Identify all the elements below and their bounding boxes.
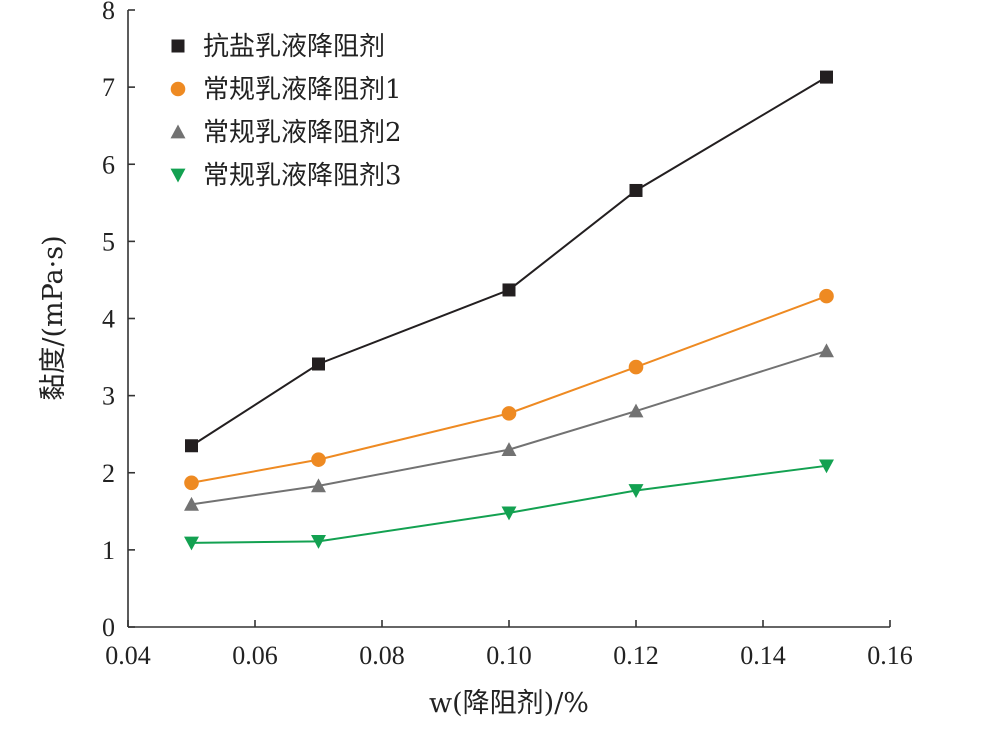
y-tick-label: 0 bbox=[102, 613, 115, 642]
legend-item: 常规乳液降阻剂2 bbox=[170, 118, 402, 148]
series-2 bbox=[184, 288, 834, 491]
x-tick-label: 0.14 bbox=[740, 641, 786, 670]
data-point bbox=[184, 475, 199, 491]
series-line bbox=[191, 464, 827, 544]
data-point bbox=[184, 536, 199, 551]
legend-label: 抗盐乳液降阻剂 bbox=[203, 32, 385, 62]
x-tick-label: 0.12 bbox=[613, 641, 659, 670]
data-point bbox=[819, 343, 834, 358]
legend-item: 常规乳液降阻剂3 bbox=[170, 161, 402, 191]
legend-marker bbox=[170, 168, 186, 183]
data-point bbox=[311, 535, 326, 549]
data-point bbox=[819, 288, 834, 304]
x-tick-label: 0.16 bbox=[867, 641, 913, 670]
data-point bbox=[502, 283, 516, 297]
data-point bbox=[185, 439, 198, 453]
data-point bbox=[628, 403, 644, 418]
data-point bbox=[820, 70, 833, 84]
legend-label: 常规乳液降阻剂2 bbox=[203, 118, 402, 148]
data-point bbox=[501, 506, 517, 521]
x-tick-label: 0.04 bbox=[105, 641, 151, 670]
x-tick-label: 0.10 bbox=[486, 641, 532, 670]
legend-label: 常规乳液降阻剂1 bbox=[203, 75, 402, 105]
y-tick-label: 4 bbox=[102, 305, 115, 334]
y-tick-label: 7 bbox=[102, 73, 115, 102]
y-ticks: 0 1 2 3 4 5 6 7 8 bbox=[102, 0, 135, 642]
series-line bbox=[191, 349, 827, 506]
legend-marker bbox=[171, 39, 185, 53]
data-point bbox=[312, 357, 325, 371]
y-tick-label: 6 bbox=[102, 150, 115, 179]
data-point bbox=[311, 478, 326, 493]
series-3 bbox=[184, 343, 834, 511]
legend-item: 抗盐乳液降阻剂 bbox=[171, 32, 385, 62]
data-point bbox=[311, 452, 326, 467]
data-point bbox=[628, 359, 644, 375]
data-point bbox=[501, 442, 517, 456]
x-axis-title: w(降阻剂)/% bbox=[429, 688, 589, 719]
x-tick-label: 0.08 bbox=[359, 641, 405, 670]
data-point bbox=[184, 496, 199, 511]
legend-marker bbox=[170, 81, 186, 97]
legend-item: 常规乳液降阻剂1 bbox=[170, 75, 402, 105]
data-point bbox=[819, 459, 834, 474]
y-axis-title: 黏度/(mPa·s) bbox=[38, 235, 69, 400]
series-4 bbox=[184, 459, 834, 551]
data-point bbox=[628, 484, 644, 498]
x-tick-label: 0.06 bbox=[232, 641, 278, 670]
y-tick-label: 3 bbox=[102, 382, 115, 411]
y-tick-label: 8 bbox=[102, 0, 115, 25]
legend-marker bbox=[170, 124, 186, 139]
x-ticks: 0.04 0.06 0.08 0.10 0.12 0.14 0.16 bbox=[105, 620, 913, 670]
series-1 bbox=[185, 70, 833, 453]
y-tick-label: 5 bbox=[102, 227, 115, 256]
y-tick-label: 2 bbox=[102, 459, 115, 488]
data-point bbox=[629, 183, 643, 197]
legend-label: 常规乳液降阻剂3 bbox=[203, 161, 402, 191]
series-layer bbox=[184, 70, 834, 551]
y-tick-label: 1 bbox=[102, 536, 115, 565]
data-point bbox=[501, 406, 517, 421]
